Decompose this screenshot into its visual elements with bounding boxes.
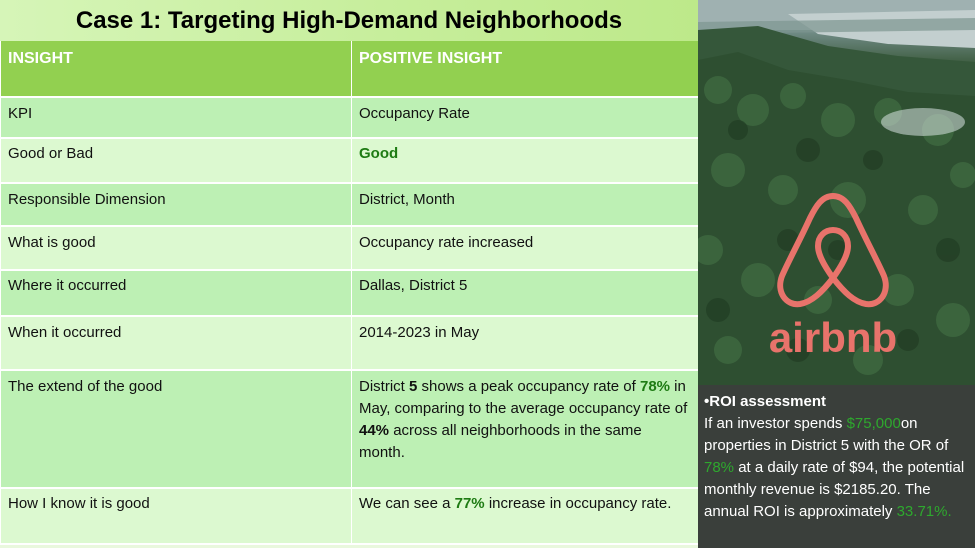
row-value: Dallas, District 5 [351, 270, 699, 317]
row-label: When it occurred [0, 316, 352, 371]
header-positive-insight: POSITIVE INSIGHT [351, 41, 699, 98]
roi-text: If an investor spends $75,000on properti… [704, 415, 965, 520]
roi-title: •ROI assessment [704, 393, 826, 410]
row-label: What is good [0, 226, 352, 271]
row-value: Occupancy Rate [351, 97, 699, 139]
row-label: How I know it is good [0, 488, 352, 545]
row-value: District 5 shows a peak occupancy rate o… [351, 370, 699, 489]
row-label: Responsible Dimension [0, 183, 352, 227]
increase-rate: 77% [454, 495, 485, 512]
table-row: KPI Occupancy Rate [0, 97, 699, 139]
table-row: Responsible Dimension District, Month [0, 183, 699, 227]
row-label: The extend of the good [0, 370, 352, 489]
roi-assessment-box: •ROI assessment If an investor spends $7… [698, 385, 975, 548]
investment-amount: $75,000 [846, 415, 901, 432]
table-row: Where it occurred Dallas, District 5 [0, 270, 699, 317]
table-row: When it occurred 2014-2023 in May [0, 316, 699, 371]
slide-left-panel: Case 1: Targeting High-Demand Neighborho… [0, 0, 699, 548]
insight-table: INSIGHT POSITIVE INSIGHT KPI Occupancy R… [0, 41, 699, 545]
row-label: Where it occurred [0, 270, 352, 317]
good-value: Good [359, 145, 399, 162]
row-value: Occupancy rate increased [351, 226, 699, 271]
average-rate: 44% [359, 422, 390, 439]
table-header-row: INSIGHT POSITIVE INSIGHT [0, 41, 699, 98]
table-row: The extend of the good District 5 shows … [0, 370, 699, 489]
row-label: KPI [0, 97, 352, 139]
row-value: District, Month [351, 183, 699, 227]
header-insight: INSIGHT [0, 41, 352, 98]
district-number: 5 [409, 378, 418, 395]
table-row: Good or Bad Good [0, 138, 699, 184]
airbnb-wordmark: airbnb [769, 314, 897, 361]
slide-title: Case 1: Targeting High-Demand Neighborho… [0, 0, 698, 41]
occupancy-rate: 78% [704, 459, 735, 476]
row-value: Good [351, 138, 699, 184]
airbnb-logo-icon [777, 193, 889, 308]
peak-rate: 78% [639, 378, 671, 395]
table-row: What is good Occupancy rate increased [0, 226, 699, 271]
annual-roi: 33.71%. [896, 503, 952, 520]
table-row: How I know it is good We can see a 77% i… [0, 488, 699, 545]
row-value: We can see a 77% increase in occupancy r… [351, 488, 699, 545]
row-label: Good or Bad [0, 138, 352, 184]
row-value: 2014-2023 in May [351, 316, 699, 371]
